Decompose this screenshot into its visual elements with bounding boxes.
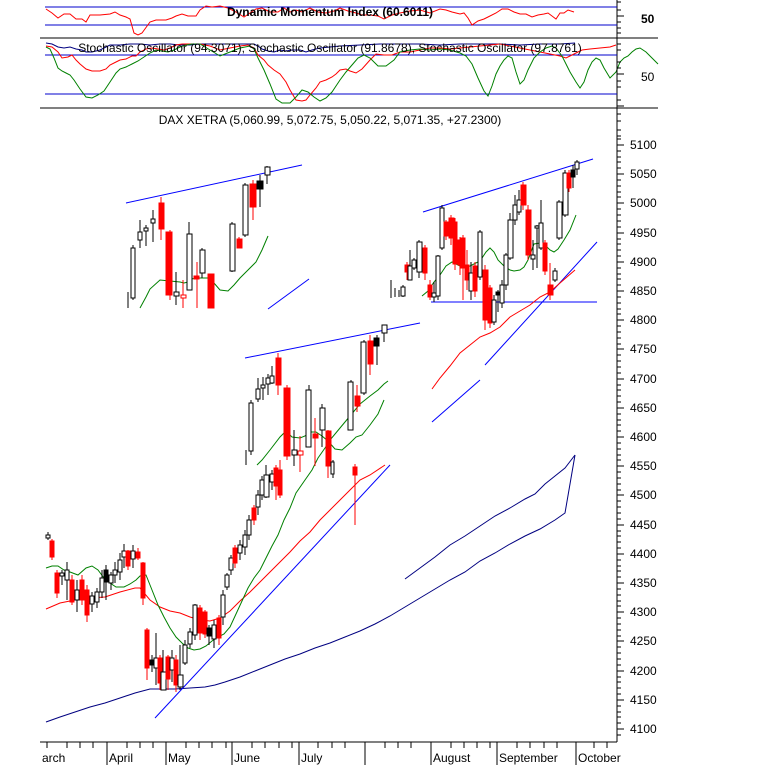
short-ma-line-inset (139, 235, 269, 309)
x-tick-june: June (234, 751, 260, 765)
x-tick-august: August (433, 751, 471, 765)
dmi-axis-50: 50 (641, 12, 655, 26)
x-tick-may: May (168, 751, 191, 765)
candles-main (45, 460, 283, 692)
y-tick-4100: 4100 (630, 722, 657, 736)
y-tick-4550: 4550 (630, 459, 657, 473)
trendline-inset (267, 278, 310, 310)
short-ma-line-mid (256, 399, 385, 466)
y-tick-4800: 4800 (630, 313, 657, 327)
stoch-d-line (45, 43, 659, 104)
y-tick-4500: 4500 (630, 488, 657, 502)
x-axis: arch April May June July August Septembe… (40, 741, 621, 765)
stochastic-panel: Stochastic Oscillator (94.3071), Stochas… (45, 41, 659, 104)
y-tick-4650: 4650 (630, 401, 657, 415)
x-tick-march: arch (42, 751, 65, 765)
y-tick-4350: 4350 (630, 576, 657, 590)
mid-ma-line-upper (431, 269, 576, 390)
y-tick-4400: 4400 (630, 547, 657, 561)
y-axis: 5100 5050 5000 4950 4900 4850 4800 4750 … (612, 0, 657, 742)
y-tick-4150: 4150 (630, 693, 657, 707)
short-ma-line (45, 380, 389, 651)
y-tick-5050: 5050 (630, 167, 657, 181)
price-title: DAX XETRA (5,060.99, 5,072.75, 5,050.22,… (159, 113, 502, 127)
rising-trendline-upper (484, 241, 598, 366)
stoch-slow-line (45, 42, 576, 53)
dmi-label: Dynamic Momentum Index (60.6011) (227, 5, 433, 19)
candles-inset (127, 166, 271, 309)
dmi-panel: Dynamic Momentum Index (60.6011) (45, 5, 617, 36)
short-ma-line-main (421, 214, 577, 297)
stochastic-label: Stochastic Oscillator (94.3071), Stochas… (78, 41, 582, 55)
stoch-axis-50: 50 (641, 70, 655, 84)
upper-channel-mid (244, 322, 421, 359)
y-tick-4300: 4300 (630, 605, 657, 619)
y-tick-4200: 4200 (630, 664, 657, 678)
x-tick-october: October (578, 751, 621, 765)
candles-upper (390, 160, 580, 330)
y-tick-4700: 4700 (630, 372, 657, 386)
y-tick-5100: 5100 (630, 138, 657, 152)
upper-channel-main (422, 158, 594, 213)
dmi-line (45, 5, 575, 36)
x-tick-april: April (109, 751, 133, 765)
x-tick-july: July (301, 751, 322, 765)
stoch-k-line (45, 43, 617, 102)
upper-channel-inset (125, 164, 303, 204)
y-tick-4750: 4750 (630, 342, 657, 356)
y-tick-5000: 5000 (630, 196, 657, 210)
y-tick-4250: 4250 (630, 634, 657, 648)
x-tick-september: September (499, 751, 558, 765)
long-ma-line (45, 454, 576, 723)
y-tick-4900: 4900 (630, 255, 657, 269)
y-tick-4600: 4600 (630, 430, 657, 444)
candles-mid (245, 324, 388, 525)
y-tick-4850: 4850 (630, 284, 657, 298)
y-tick-4450: 4450 (630, 518, 657, 532)
price-panel (45, 158, 598, 723)
rising-trendline-mid (431, 379, 481, 423)
rising-trendline-main (154, 464, 391, 719)
long-ma-line-tail (404, 454, 576, 580)
y-tick-4950: 4950 (630, 226, 657, 240)
